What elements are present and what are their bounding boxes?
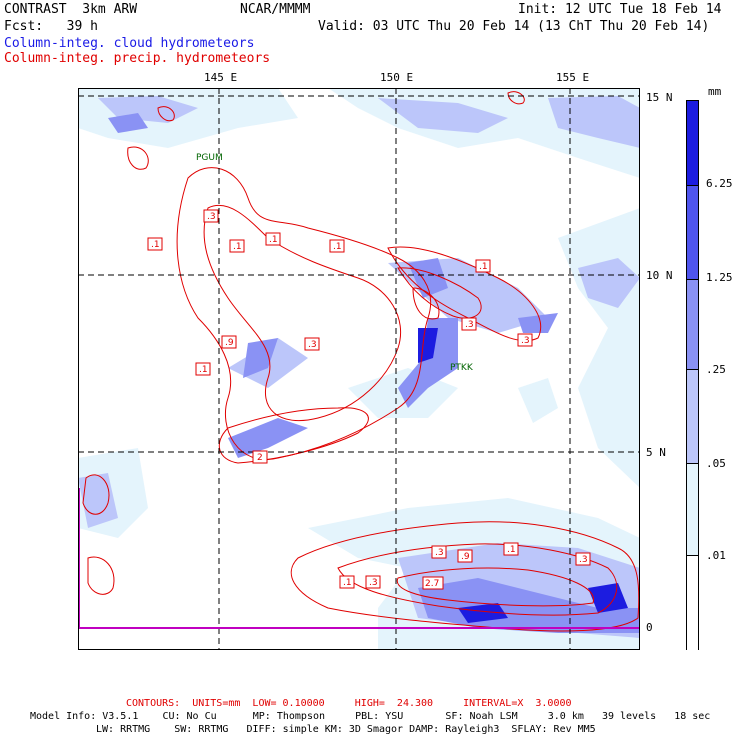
colorbar-level: 6.25: [706, 177, 733, 190]
colorbar-level: .05: [706, 457, 726, 470]
model-title: CONTRAST 3km ARW: [4, 2, 138, 17]
contour-label: .3: [369, 578, 378, 588]
lat-label-0: 0: [646, 621, 653, 634]
contour-label: .3: [465, 320, 474, 330]
field-cloud-label: Column-integ. cloud hydrometeors: [4, 36, 255, 51]
contour-label-group: .3 .1 .1 .1 .1 .1 .9 .3 .1 2 .1 .3 .3 .3…: [147, 209, 591, 590]
contour-label: .1: [269, 235, 278, 245]
init-time: Init: 12 UTC Tue 18 Feb 14: [518, 2, 722, 17]
contour-info: CONTOURS: UNITS=mm LOW= 0.10000 HIGH= 24…: [126, 698, 572, 709]
contour-label: .1: [199, 365, 208, 375]
colorbar-segment: [687, 279, 698, 369]
map-frame: [78, 88, 640, 650]
lat-lon-grid: [78, 88, 640, 650]
lat-label-10n: 10 N: [646, 269, 673, 282]
cloud-shading-deep: [418, 328, 628, 623]
lon-label-150: 150 E: [380, 71, 414, 84]
lon-label-155: 155 E: [556, 71, 590, 84]
model-info: Model Info: V3.5.1 CU: No Cu MP: Thompso…: [30, 711, 711, 722]
station-pgum: PGUM: [196, 153, 223, 163]
contour-label: .3: [207, 212, 216, 222]
contour-label: .1: [343, 578, 352, 588]
colorbar: [686, 100, 699, 651]
lat-label-15n: 15 N: [646, 91, 673, 104]
contour-label: 2: [257, 453, 263, 463]
contour-label: .1: [479, 262, 488, 272]
model-info-2: LW: RRTMG SW: RRTMG DIFF: simple KM: 3D …: [96, 724, 596, 735]
colorbar-segment: [687, 463, 698, 555]
colorbar-level: .01: [706, 549, 726, 562]
forecast-hour: Fcst: 39 h: [4, 19, 98, 34]
colorbar-segment: [687, 555, 698, 651]
contour-label: .3: [521, 336, 530, 346]
contour-label: .3: [579, 555, 588, 565]
contour-label: 2.7: [425, 579, 439, 589]
colorbar-segment: [687, 369, 698, 463]
contour-label: .3: [308, 340, 317, 350]
colorbar-level: 1.25: [706, 271, 733, 284]
contour-label: .9: [461, 552, 470, 562]
colorbar-segment: [687, 101, 698, 185]
colorbar-unit: mm: [708, 85, 722, 98]
contour-label: .1: [151, 240, 160, 250]
valid-time: Valid: 03 UTC Thu 20 Feb 14 (13 ChT Thu …: [318, 19, 710, 34]
org-label: NCAR/MMMM: [240, 2, 311, 17]
station-ptkk: PTKK: [450, 363, 474, 373]
contour-label: .1: [333, 242, 342, 252]
colorbar-level: .25: [706, 363, 726, 376]
lon-label-145: 145 E: [204, 71, 238, 84]
colorbar-segment: [687, 185, 698, 279]
lat-label-5n: 5 N: [646, 446, 666, 459]
contour-label: .1: [233, 242, 242, 252]
contour-label: .9: [225, 338, 234, 348]
field-precip-label: Column-integ. precip. hydrometeors: [4, 51, 271, 66]
contour-label: .1: [507, 545, 516, 555]
forecast-map: PGUM PTKK .3 .1 .1 .1 .1 .1 .9 .3 .1 2 .…: [78, 88, 640, 650]
precip-contours: [82, 91, 640, 632]
contour-label: .3: [435, 548, 444, 558]
